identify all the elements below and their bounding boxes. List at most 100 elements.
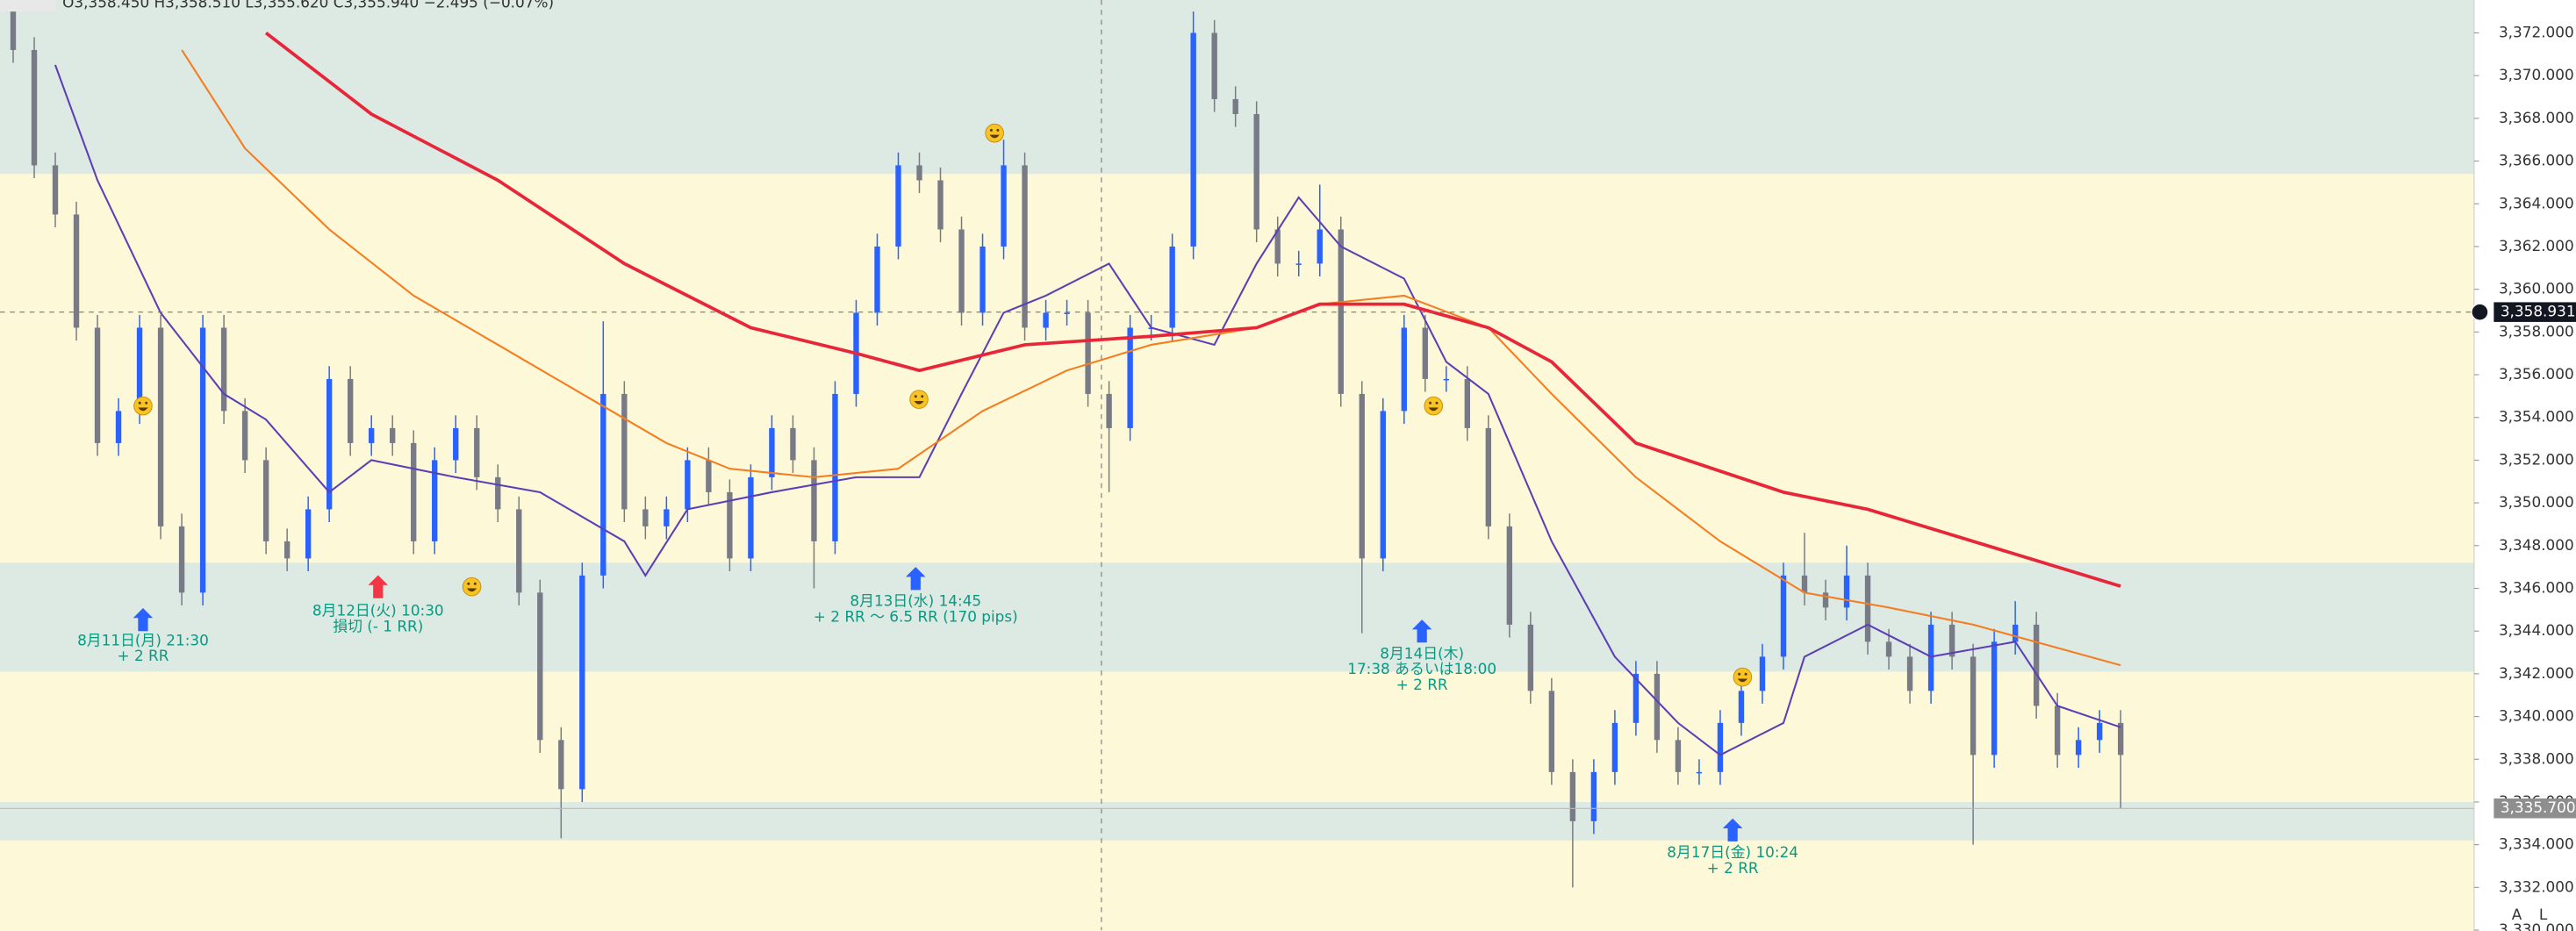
candle-body xyxy=(769,427,775,477)
candle-body xyxy=(1654,673,1661,741)
candle-body xyxy=(1001,165,1007,247)
annotation-text: 損切 (- 1 RR) xyxy=(333,618,423,635)
axis-button[interactable]: A xyxy=(2512,906,2522,923)
annotation-text: + 2 RR xyxy=(1396,676,1448,693)
annotation-text: 8月17日(金) 10:24 xyxy=(1667,843,1798,861)
candle-body xyxy=(874,246,880,313)
candle-body xyxy=(2096,722,2103,741)
candle-body xyxy=(811,460,817,541)
candle-body xyxy=(1991,641,1998,756)
candle-body xyxy=(1927,624,1934,691)
candle-body xyxy=(979,246,986,313)
smiley-eye xyxy=(1738,672,1741,676)
candle-body xyxy=(157,327,164,526)
candle-body xyxy=(579,575,585,790)
candle-body xyxy=(1274,229,1281,264)
smiley-face xyxy=(914,400,924,405)
smiley-eye xyxy=(138,401,141,405)
candle-body xyxy=(136,327,143,412)
candle-body xyxy=(1590,771,1597,821)
candle-body xyxy=(1022,165,1028,328)
candle-body xyxy=(1232,98,1238,115)
candle-body xyxy=(2054,705,2061,756)
candle-body xyxy=(727,491,733,559)
candle-body xyxy=(1464,378,1471,428)
price-axis xyxy=(2473,0,2576,931)
candle-body xyxy=(474,427,480,477)
price-label: 3,335.700 xyxy=(2501,799,2576,816)
smiley-icon xyxy=(985,123,1004,143)
price-label-box xyxy=(2493,302,2576,322)
candle-body xyxy=(115,411,122,443)
y-tick-label: 3,366.000 xyxy=(2499,152,2574,169)
candle-body xyxy=(1127,327,1133,428)
candle-body xyxy=(1801,575,1808,593)
candle-body xyxy=(1527,624,1534,691)
annotation-text: 8月12日(火) 10:30 xyxy=(312,602,444,619)
candle-body xyxy=(369,427,375,443)
y-tick-label: 3,372.000 xyxy=(2499,23,2574,40)
signal-arrow xyxy=(1411,619,1432,643)
y-tick-label: 3,352.000 xyxy=(2499,450,2574,468)
smiley-icon xyxy=(1424,396,1444,416)
y-tick-label: 3,346.000 xyxy=(2499,578,2574,596)
y-tick-label: 3,358.000 xyxy=(2499,322,2574,340)
candle-body xyxy=(2012,624,2019,642)
y-tick-label: 3,332.000 xyxy=(2499,877,2574,895)
annotation-text: 17:38 あるいは18:00 xyxy=(1347,660,1496,677)
candle-body xyxy=(621,393,628,510)
candle-body xyxy=(73,214,80,328)
candle-body xyxy=(1169,246,1175,328)
smiley-face xyxy=(138,407,148,412)
candle-body xyxy=(558,740,564,790)
annotation-text: + 2 RR 〜 6.5 RR (170 pips) xyxy=(814,607,1018,625)
smiley-face xyxy=(466,588,477,592)
candle-body xyxy=(31,49,38,166)
candle-body xyxy=(1759,656,1766,691)
smiley-eye xyxy=(467,582,470,585)
annotation-text: + 2 RR xyxy=(1707,859,1759,877)
smiley-icon xyxy=(1733,667,1753,687)
price-label: 3,358.931 xyxy=(2501,303,2576,320)
candle-body xyxy=(1317,229,1323,264)
candle-body xyxy=(1085,312,1091,394)
candle-body xyxy=(958,229,965,313)
candle-body xyxy=(1190,32,1196,247)
smiley-face xyxy=(989,134,1000,139)
candle-body xyxy=(1696,771,1703,774)
y-tick-label: 3,354.000 xyxy=(2499,408,2574,426)
y-tick-label: 3,344.000 xyxy=(2499,621,2574,639)
candle-body xyxy=(1422,327,1428,379)
candle-body xyxy=(1906,656,1913,691)
y-tick-label: 3,348.000 xyxy=(2499,536,2574,554)
smiley-icon xyxy=(909,390,929,409)
y-tick-label: 3,356.000 xyxy=(2499,365,2574,383)
smiley-face xyxy=(1737,678,1748,683)
candle-body xyxy=(1295,263,1302,265)
candle-body xyxy=(1780,575,1787,657)
smiley-eye xyxy=(473,582,477,585)
candle-body xyxy=(1970,656,1977,756)
moving-average xyxy=(54,64,2121,756)
candle-body xyxy=(1380,411,1386,559)
candle-body xyxy=(685,460,691,510)
candle-body xyxy=(305,509,312,559)
y-tick-label: 3,338.000 xyxy=(2499,749,2574,767)
signal-arrow xyxy=(1722,818,1743,841)
candle-body xyxy=(1864,575,1871,642)
smiley-eye xyxy=(996,128,1000,132)
smiley-eye xyxy=(1429,401,1432,405)
signal-arrow xyxy=(133,607,154,632)
smiley-eye xyxy=(921,395,924,398)
candle-body xyxy=(895,165,901,247)
candle-body xyxy=(262,460,269,541)
axis-button[interactable]: L xyxy=(2539,906,2548,923)
candle-body xyxy=(178,526,185,593)
price-zone xyxy=(0,801,2474,841)
smiley-eye xyxy=(989,128,993,132)
candle-body xyxy=(326,378,333,510)
signal-arrow xyxy=(906,567,926,591)
toolbar[interactable] xyxy=(0,0,56,12)
y-tick-label: 3,330.000 xyxy=(2499,920,2574,931)
